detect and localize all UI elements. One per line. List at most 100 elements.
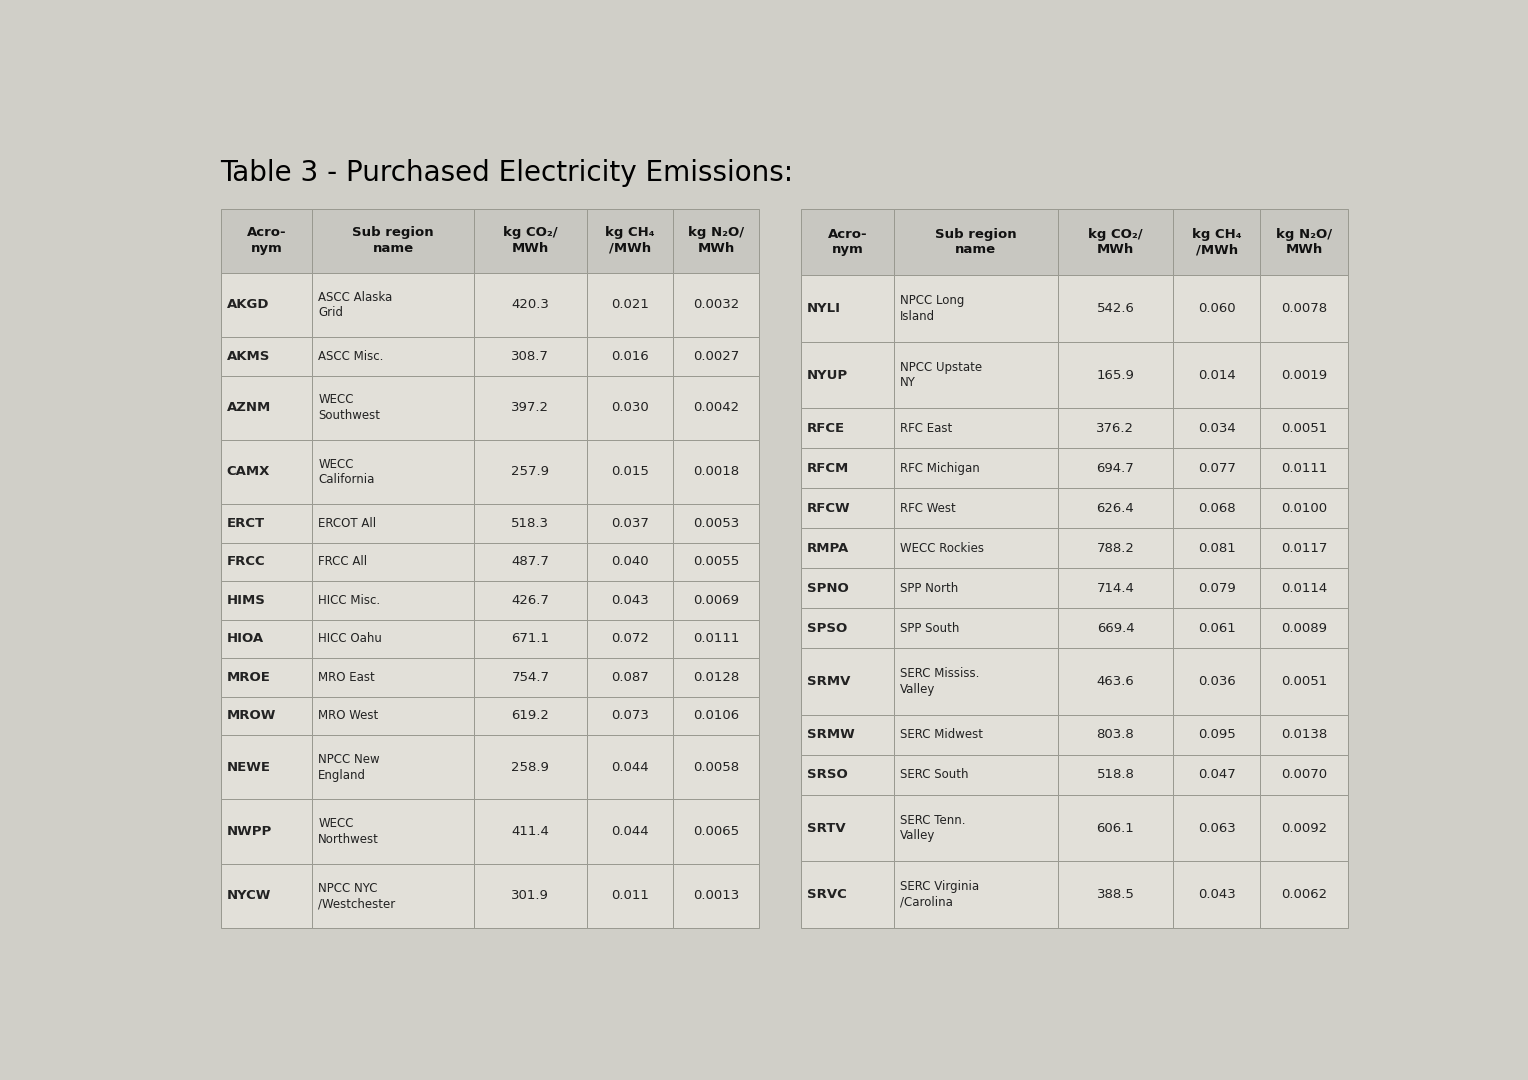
Text: 0.0051: 0.0051 [1280,422,1328,435]
Text: kg CO₂/
MWh: kg CO₂/ MWh [503,227,558,255]
Bar [312,581,474,620]
Text: 0.043: 0.043 [1198,888,1236,901]
Text: 714.4: 714.4 [1097,582,1134,595]
Text: 788.2: 788.2 [1097,542,1134,555]
Text: 0.061: 0.061 [1198,622,1236,635]
Bar [474,208,587,273]
Bar [1174,488,1261,528]
Text: NEWE: NEWE [226,761,270,774]
Bar [674,620,759,658]
Bar [674,799,759,864]
Text: AZNM: AZNM [226,401,270,415]
Bar [674,208,759,273]
Bar [1057,608,1174,648]
Text: 0.0058: 0.0058 [694,761,740,774]
Bar [801,341,894,408]
Text: 426.7: 426.7 [512,594,550,607]
Bar [674,542,759,581]
Bar [894,715,1057,755]
Bar [220,376,312,440]
Bar [474,658,587,697]
Text: 0.063: 0.063 [1198,822,1236,835]
Bar [1174,208,1261,275]
Bar [1261,408,1348,448]
Text: SERC Virginia
/Carolina: SERC Virginia /Carolina [900,880,979,909]
Bar [801,795,894,862]
Text: 0.060: 0.060 [1198,302,1236,315]
Bar [894,408,1057,448]
Bar [801,755,894,795]
Bar [474,697,587,735]
Text: 0.081: 0.081 [1198,542,1236,555]
Bar [1174,341,1261,408]
Text: 0.0070: 0.0070 [1280,768,1328,781]
Bar [1261,755,1348,795]
Bar [587,337,674,376]
Text: CAMX: CAMX [226,465,270,478]
Text: RMPA: RMPA [807,542,850,555]
Bar [1174,795,1261,862]
Text: 258.9: 258.9 [512,761,550,774]
Bar [1174,715,1261,755]
Text: 0.044: 0.044 [611,761,649,774]
Text: SERC South: SERC South [900,768,969,781]
Bar [474,542,587,581]
Bar [312,337,474,376]
Text: MRO East: MRO East [318,671,374,684]
Text: 671.1: 671.1 [512,633,550,646]
Bar [894,275,1057,341]
Bar [1261,862,1348,928]
Text: 518.3: 518.3 [512,517,550,530]
Bar [1057,488,1174,528]
Text: kg CO₂/
MWh: kg CO₂/ MWh [1088,228,1143,256]
Text: 487.7: 487.7 [512,555,550,568]
Text: 0.047: 0.047 [1198,768,1236,781]
Text: 0.072: 0.072 [611,633,649,646]
Text: WECC Rockies: WECC Rockies [900,542,984,555]
Bar [801,715,894,755]
Bar [220,337,312,376]
Text: 0.0027: 0.0027 [694,350,740,363]
Text: NPCC Upstate
NY: NPCC Upstate NY [900,361,983,390]
Text: 0.077: 0.077 [1198,462,1236,475]
Bar [674,735,759,799]
Text: 694.7: 694.7 [1097,462,1134,475]
Text: 0.0089: 0.0089 [1280,622,1328,635]
Bar [587,864,674,928]
Text: MRO West: MRO West [318,710,379,723]
Text: 301.9: 301.9 [512,889,550,902]
Bar [312,799,474,864]
Text: 420.3: 420.3 [512,298,550,311]
Bar [220,504,312,542]
Bar [312,864,474,928]
Bar [220,799,312,864]
Bar [474,620,587,658]
Bar [587,581,674,620]
Bar [1057,528,1174,568]
Text: AKGD: AKGD [226,298,269,311]
Bar [1261,208,1348,275]
Text: NYUP: NYUP [807,368,848,381]
Bar [674,504,759,542]
Bar [587,658,674,697]
Bar [474,581,587,620]
Bar [312,620,474,658]
Text: 0.0042: 0.0042 [694,401,740,415]
Bar [894,208,1057,275]
Bar [1057,795,1174,862]
Bar [894,448,1057,488]
Bar [312,504,474,542]
Bar [1057,208,1174,275]
Bar [220,697,312,735]
Bar [220,542,312,581]
Text: 0.0114: 0.0114 [1280,582,1328,595]
Text: 376.2: 376.2 [1097,422,1134,435]
Text: NPCC Long
Island: NPCC Long Island [900,294,964,323]
Text: 0.0106: 0.0106 [694,710,740,723]
Bar [801,448,894,488]
Bar [674,337,759,376]
Bar [1261,488,1348,528]
Bar [587,440,674,504]
Text: FRCC: FRCC [226,555,266,568]
Bar [220,208,312,273]
